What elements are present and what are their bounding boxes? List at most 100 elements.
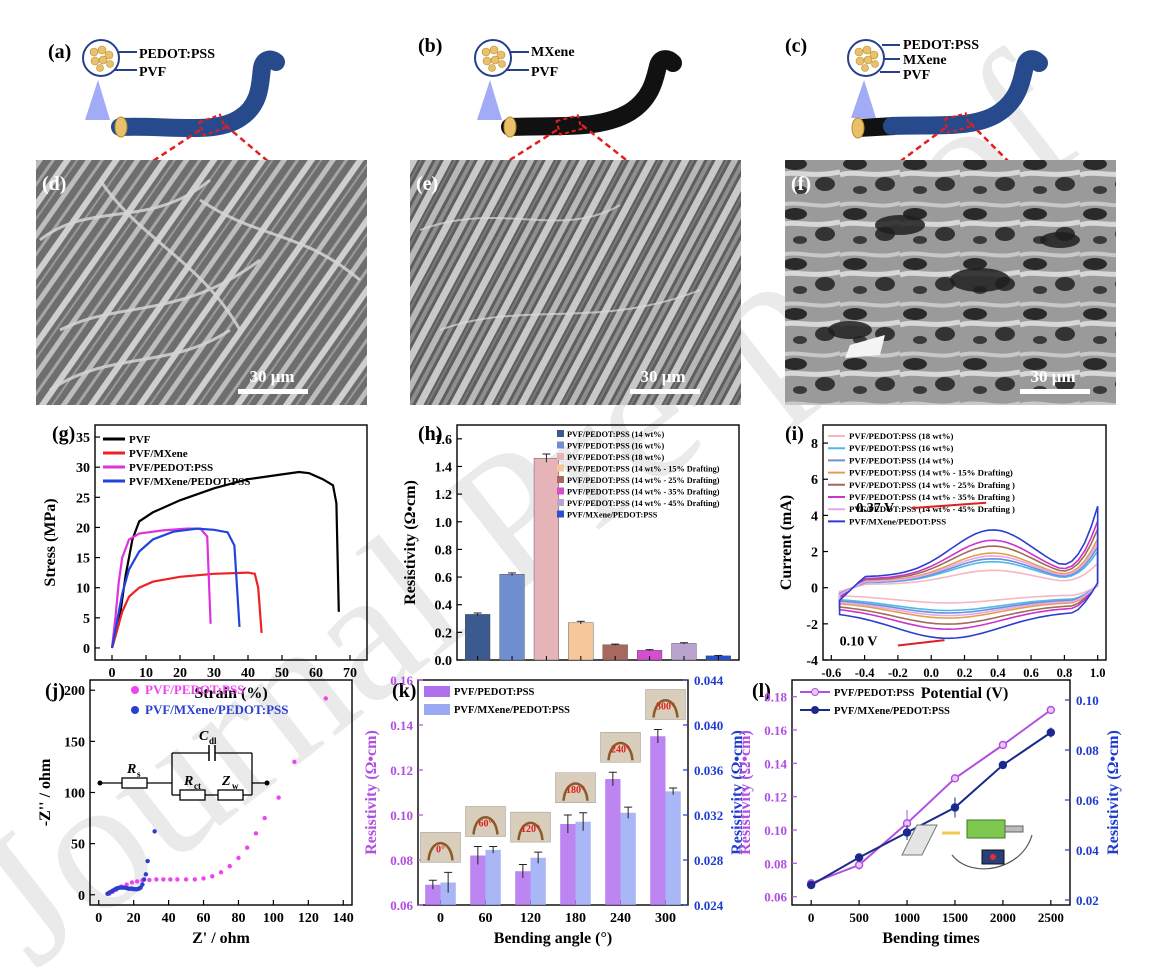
chart-j-point-0-16 [210, 874, 215, 879]
chart-k-photo-fiber-0 [427, 842, 454, 861]
chart-g-xtick-label-1: 10 [139, 666, 153, 681]
chart-g-xtick-label-2: 20 [173, 666, 187, 681]
chart-k-ytick-label-right-0: 0.024 [694, 898, 724, 913]
chart-k-photo-fiber-1 [472, 816, 499, 835]
chart-i: -0.6 -0.4 -0.2 0.0 0.2 0.4 0.6 0.8 1.0 -4 -2 0 2 4 6 8 P… [778, 424, 1107, 702]
panel-c-label: (c) [785, 35, 807, 57]
chart-i-ytick-label-left-0: -4 [806, 654, 818, 669]
panel-h-label: (h) [418, 423, 442, 445]
chart-k-ytick-label-left-4: 0.14 [390, 718, 413, 733]
chart-k-xlabel: Bending angle (°) [494, 930, 612, 947]
chart-k-bar-0-4 [605, 779, 621, 905]
panel-e-sem-image [410, 160, 741, 405]
chart-k-ytick-label-right-2: 0.032 [694, 808, 723, 823]
panel-a-light-cone [85, 80, 110, 120]
chart-i-annotation-0: 0.37 V [856, 501, 894, 516]
chart-i-legend-label-4: PVF/PEDOT:PSS (14 wt% - 25% Drafting ) [849, 480, 1015, 490]
chart-j-ytick-label-left-0: 0 [78, 889, 85, 904]
chart-l-xtick-label-5: 2500 [1038, 910, 1064, 925]
chart-h-ytick-label-left-0: 0.0 [435, 654, 453, 669]
chart-k-ylabel2: Resistivity (Ω•cm) [729, 730, 746, 855]
chart-l-device-cable [951, 834, 1033, 870]
panel-c-layer-1: MXene [903, 53, 947, 68]
chart-k-ytick-label-right-3: 0.036 [694, 763, 724, 778]
chart-j-ytick-label-left-4: 200 [64, 684, 85, 699]
chart-j-ytick-label-left-2: 100 [64, 787, 85, 802]
chart-l-point-1-5 [1046, 728, 1056, 737]
chart-i-xtick-label-4: 0.2 [957, 666, 973, 680]
chart-l-ytick-label-right-2: 0.06 [1076, 793, 1099, 808]
chart-g-series-line-0 [110, 470, 340, 649]
chart-h-ytick-label-left-1: 0.2 [435, 626, 453, 641]
chart-j-xtick-label-1: 20 [127, 911, 141, 926]
chart-h-ytick-label-left-2: 0.4 [435, 599, 453, 614]
chart-l-xtick-label-0: 0 [808, 910, 815, 925]
chart-j-point-1-24 [152, 829, 157, 834]
panel-c-fiber [883, 50, 1048, 135]
chart-k-photo-label-0: 0° [436, 844, 445, 855]
chart-l-point-0-4 [998, 740, 1008, 750]
chart-j-point-0-19 [236, 855, 241, 861]
chart-g-legend-label-1: PVF/MXene [129, 448, 188, 460]
chart-j-point-1-21 [141, 877, 147, 882]
chart-k-ytick-label-left-1: 0.08 [390, 853, 413, 868]
panel-b-layer-0: MXene [531, 45, 575, 60]
chart-j-point-0-12 [175, 877, 180, 882]
panel-a-layer-1: PVF [139, 65, 166, 80]
panel-e-scale-text: 30 μm [640, 367, 685, 386]
chart-j-point-0-6 [134, 879, 140, 884]
chart-l-ytick-label-right-3: 0.08 [1076, 743, 1099, 758]
chart-k-xtick-label-5: 300 [655, 911, 676, 926]
chart-k-photo-fiber-3 [562, 782, 589, 801]
chart-j-circuit-rs-label: R [126, 762, 136, 777]
chart-k: 0.06 0.08 0.10 0.12 0.14 0.16 0.024 0.028 0.032 0… [363, 673, 746, 947]
chart-k-photo-5 [645, 689, 686, 720]
chart-h-legend-swatch-2 [557, 453, 564, 460]
chart-g-legend-label-3: PVF/MXene/PEDOT:PSS [129, 476, 250, 488]
panel-b-zoom-line-right [581, 124, 631, 164]
chart-l-ytick-label-right-1: 0.04 [1076, 843, 1099, 858]
chart-l-xlabel: Bending times [882, 930, 979, 947]
chart-g-legend-label-0: PVF [129, 434, 151, 446]
chart-i-ytick-label-left-5: 6 [811, 473, 818, 488]
chart-k-photo-fiber-5 [652, 699, 679, 718]
panel-e-label: (e) [416, 173, 438, 195]
chart-j-legend-marker-1 [131, 706, 139, 714]
panel-j-label: (j) [45, 680, 65, 702]
chart-j-point-0-17 [218, 870, 224, 875]
chart-k-xtick-label-4: 240 [610, 911, 631, 926]
chart-k-xtick-label-1: 60 [479, 911, 493, 926]
chart-j-circuit-rct-sub: ct [194, 781, 201, 791]
chart-j-circuit-zw-label: Z [221, 774, 231, 789]
chart-h-ytick-label-left-3: 0.6 [435, 571, 453, 586]
chart-l-point-0-3 [950, 774, 960, 783]
chart-k-xtick-label-3: 180 [565, 911, 586, 926]
chart-k-bar-1-2 [530, 857, 546, 905]
chart-l-legend-marker-1 [811, 706, 819, 714]
chart-l-xtick-label-3: 1500 [942, 910, 968, 925]
chart-j-xtick-label-3: 60 [197, 911, 211, 926]
chart-k-photo-3 [555, 772, 596, 803]
chart-l: 0 500 1000 1500 2000 2500 0.06 0.08 0.10 0.12 0.14… [737, 679, 1122, 947]
chart-l-point-1-4 [998, 760, 1008, 770]
chart-l-point-1-3 [950, 803, 960, 812]
chart-l-device-motor [966, 819, 1006, 839]
chart-k-bar-0-1 [470, 855, 486, 905]
chart-i-xtick-label-6: 0.6 [1023, 666, 1039, 680]
chart-g-ytick-label-left-5: 25 [76, 491, 90, 506]
chart-j-circuit-node-right [264, 780, 270, 786]
chart-i-legend-label-3: PVF/PEDOT:PSS (14 wt% - 15% Drafting) [849, 468, 1013, 478]
chart-l-ytick-label-left-1: 0.08 [764, 856, 787, 871]
chart-g-ytick-label-left-1: 5 [83, 612, 90, 627]
chart-j-xtick-label-2: 40 [162, 911, 176, 926]
chart-g-ylabel: Stress (MPa) [42, 498, 59, 586]
chart-h: 0.0 0.2 0.4 0.6 0.8 1.0 1.2 1.4 1.6 Resistivity (… [402, 424, 740, 669]
panel-b-fiber-end [503, 116, 517, 138]
chart-h-legend-label-2: PVF/PEDOT:PSS (18 wt%) [567, 453, 664, 462]
panel-b-fiber [501, 50, 682, 136]
panel-b-light-cone [477, 80, 502, 120]
chart-k-photo-4 [600, 732, 641, 763]
chart-k-frame [417, 679, 689, 906]
panel-c-fiber-end [851, 117, 865, 139]
chart-k-ytick-label-left-0: 0.06 [390, 898, 413, 913]
